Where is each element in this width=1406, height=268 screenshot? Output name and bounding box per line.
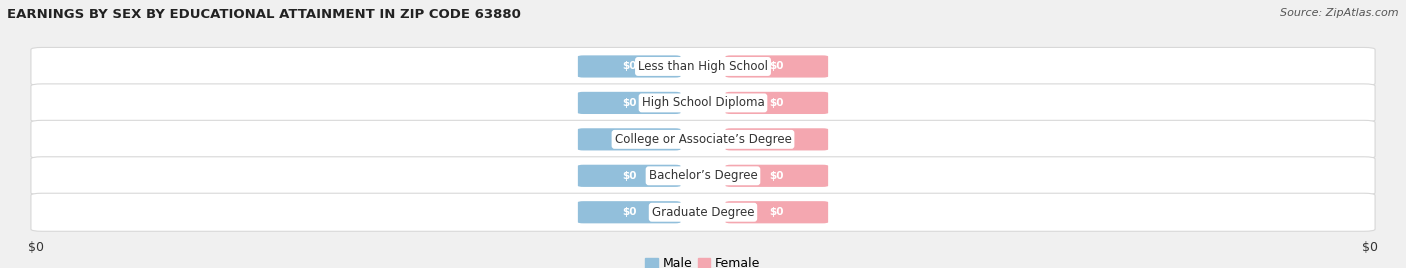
Text: College or Associate’s Degree: College or Associate’s Degree [614,133,792,146]
Text: Graduate Degree: Graduate Degree [652,206,754,219]
Text: Less than High School: Less than High School [638,60,768,73]
Legend: Male, Female: Male, Female [641,252,765,268]
Text: $0: $0 [769,98,785,108]
Text: $0: $0 [769,207,785,217]
Text: $0: $0 [621,171,637,181]
Text: $0: $0 [621,207,637,217]
Text: $0: $0 [769,61,785,72]
Text: Source: ZipAtlas.com: Source: ZipAtlas.com [1281,8,1399,18]
Text: $0: $0 [621,98,637,108]
Text: $0: $0 [621,61,637,72]
Text: Bachelor’s Degree: Bachelor’s Degree [648,169,758,182]
Text: $0: $0 [1362,241,1378,254]
Text: $0: $0 [769,171,785,181]
Text: $0: $0 [769,134,785,144]
Text: $0: $0 [621,134,637,144]
Text: $0: $0 [28,241,44,254]
Text: High School Diploma: High School Diploma [641,96,765,109]
Text: EARNINGS BY SEX BY EDUCATIONAL ATTAINMENT IN ZIP CODE 63880: EARNINGS BY SEX BY EDUCATIONAL ATTAINMEN… [7,8,520,21]
